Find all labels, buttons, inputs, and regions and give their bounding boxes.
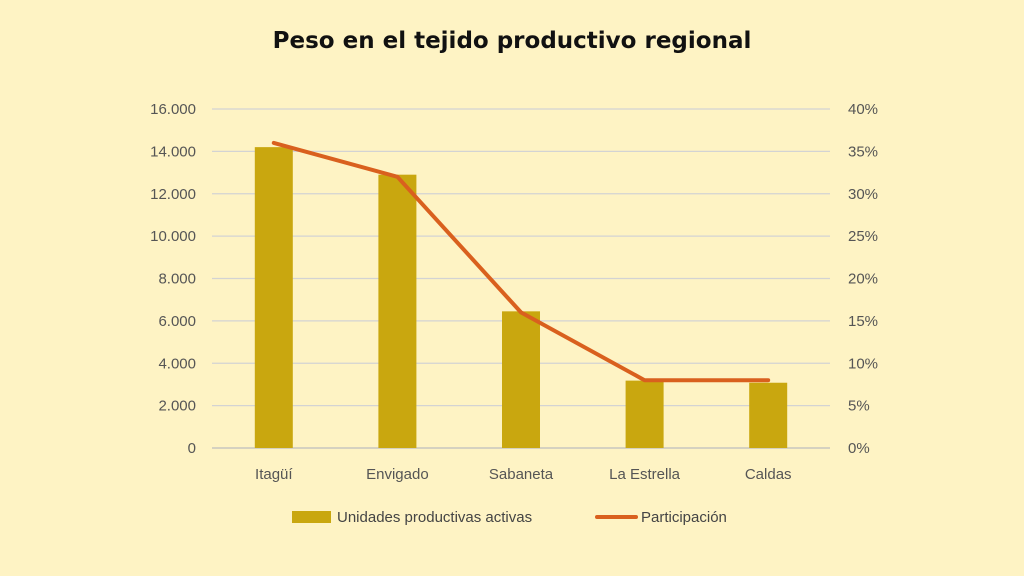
bar: [502, 311, 540, 448]
y-left-tick-label: 16.000: [150, 101, 196, 118]
y-right-tick-label: 10%: [848, 355, 878, 372]
y-right-tick-label: 35%: [848, 143, 878, 160]
y-right-tick-label: 15%: [848, 313, 878, 330]
y-left-tick-label: 12.000: [150, 186, 196, 203]
legend-swatch-bars: [292, 511, 331, 523]
y-left-tick-label: 4.000: [158, 355, 196, 372]
y-left-tick-label: 6.000: [158, 313, 196, 330]
y-right-tick-label: 30%: [848, 186, 878, 203]
y-right-tick-label: 40%: [848, 101, 878, 118]
y-left-tick-label: 8.000: [158, 271, 196, 288]
chart-title: Peso en el tejido productivo regional: [272, 28, 752, 54]
y-right-tick-label: 5%: [848, 398, 870, 415]
x-tick-label: La Estrella: [609, 466, 681, 483]
y-left-tick-label: 14.000: [150, 143, 196, 160]
y-left-tick-label: 0: [188, 440, 196, 457]
legend-label-line: Participación: [641, 509, 727, 526]
x-tick-label: Envigado: [366, 466, 429, 483]
participacion-line: [271, 140, 771, 383]
y-left-tick-label: 10.000: [150, 228, 196, 245]
y-left-tick-label: 2.000: [158, 398, 196, 415]
y-right-tick-label: 25%: [848, 228, 878, 245]
y-right-tick-label: 0%: [848, 440, 870, 457]
x-tick-label: Sabaneta: [489, 466, 554, 483]
bar: [378, 174, 417, 448]
bar: [749, 382, 788, 448]
y-right-tick-label: 20%: [848, 271, 878, 288]
legend-label-bars: Unidades productivas activas: [337, 509, 532, 526]
bar: [625, 380, 664, 448]
bar: [254, 147, 293, 448]
x-tick-label: Caldas: [745, 466, 792, 483]
x-tick-label: Itagüí: [255, 466, 293, 483]
